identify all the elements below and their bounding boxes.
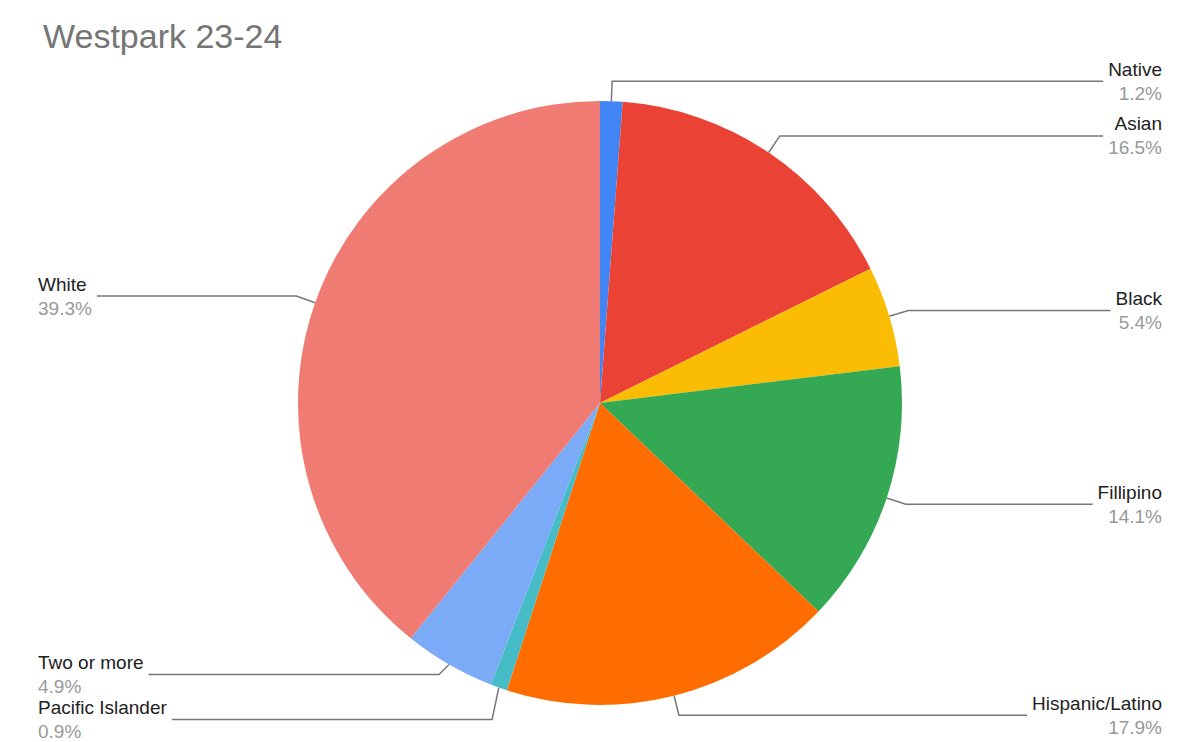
svg-text:14.1%: 14.1% <box>1108 506 1162 527</box>
svg-text:5.4%: 5.4% <box>1119 312 1162 333</box>
svg-text:Fillipino: Fillipino <box>1098 482 1162 503</box>
svg-text:White: White <box>38 274 87 295</box>
svg-text:16.5%: 16.5% <box>1108 137 1162 158</box>
svg-text:17.9%: 17.9% <box>1108 717 1162 738</box>
svg-text:39.3%: 39.3% <box>38 298 92 319</box>
svg-text:0.9%: 0.9% <box>38 721 81 742</box>
svg-text:Asian: Asian <box>1114 113 1162 134</box>
svg-text:1.2%: 1.2% <box>1119 83 1162 104</box>
svg-text:Two or more: Two or more <box>38 652 144 673</box>
svg-text:Black: Black <box>1116 288 1163 309</box>
svg-text:Pacific Islander: Pacific Islander <box>38 697 168 718</box>
svg-text:Westpark 23-24: Westpark 23-24 <box>43 17 282 55</box>
svg-text:Hispanic/Latino: Hispanic/Latino <box>1032 693 1162 714</box>
svg-text:4.9%: 4.9% <box>38 676 81 697</box>
svg-text:Native: Native <box>1108 59 1162 80</box>
